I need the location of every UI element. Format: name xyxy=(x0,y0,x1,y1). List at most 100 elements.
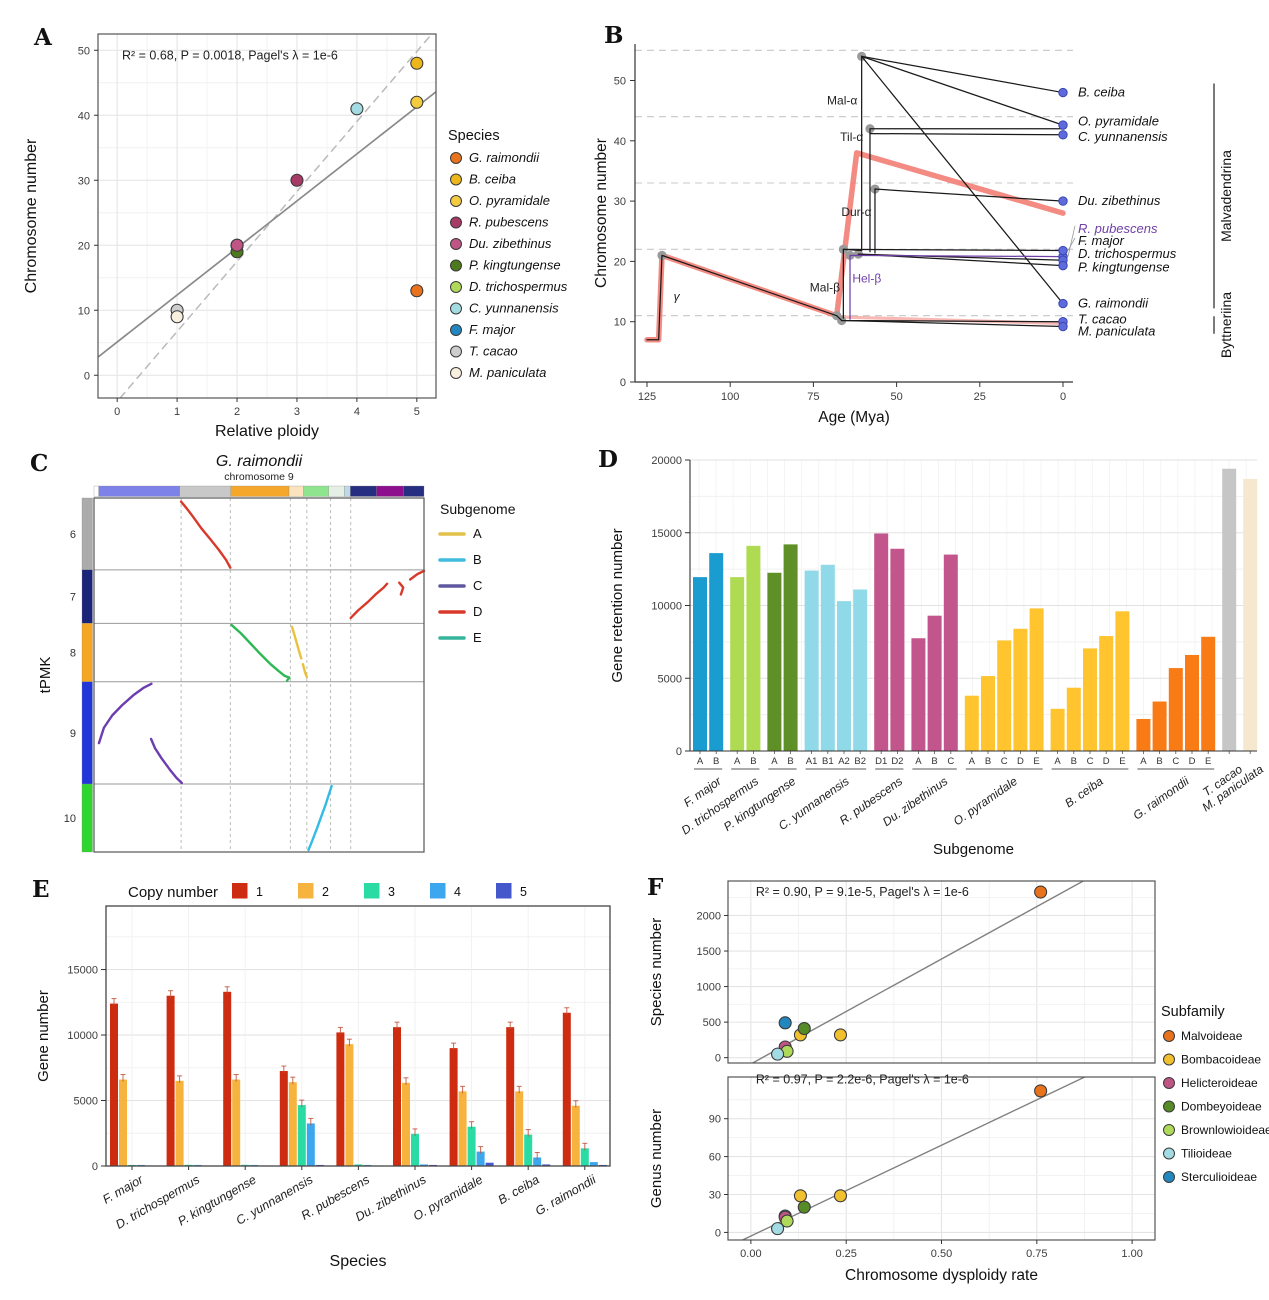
legend-title: Species xyxy=(448,128,500,144)
bar-D. trichospermus-copy2 xyxy=(175,1080,184,1166)
subgenome-letter: D1 xyxy=(875,756,887,767)
subgenome-letter: B xyxy=(931,756,937,767)
legend-swatch-Helicteroideae xyxy=(1163,1077,1175,1089)
bar-D. trichospermus-copy1 xyxy=(166,995,175,1166)
bar-G. raimondii-C xyxy=(1168,668,1183,751)
bar-Du. zibethinus-copy1 xyxy=(393,1027,401,1166)
x-tick-label: 1.00 xyxy=(1121,1248,1142,1260)
bar-C. yunnanensis-copy3 xyxy=(297,1105,306,1166)
bar-Du. zibethinus-B xyxy=(927,615,942,751)
target-chromosome-strip-segment xyxy=(403,485,425,497)
point-Malvoideae xyxy=(1034,1084,1048,1098)
legend-swatch-Du. zibethinus xyxy=(450,238,462,250)
clade-label: Byttneriina xyxy=(1218,292,1234,358)
synteny-curve-D xyxy=(179,500,232,569)
species-label: B. ceiba xyxy=(1062,774,1106,811)
query-chromosome-strip-6 xyxy=(81,497,93,571)
legend-swatch-copy-5 xyxy=(496,883,512,899)
tip-label: G. raimondii xyxy=(1078,296,1149,311)
tip-dot-Du. zibethinus xyxy=(1058,196,1068,206)
x-tick-label: 2 xyxy=(234,406,240,418)
dashed-identity-line xyxy=(119,34,433,398)
bar-G. raimondii-D xyxy=(1185,654,1199,751)
point-O. pyramidale xyxy=(410,95,424,109)
bar-O. pyramidale-E xyxy=(1029,608,1044,751)
panel-b: B. ceiba O. pyramidale C. yunnanensis Du. z… xyxy=(590,12,1269,444)
tip-dot-O. pyramidale xyxy=(1058,120,1068,130)
legend-title: Subfamily xyxy=(1161,1004,1225,1020)
y-tick-label: 5000 xyxy=(658,673,682,685)
clade-label: Malvadendrina xyxy=(1218,150,1234,242)
bar-R. pubescens-copy1 xyxy=(336,1032,345,1166)
legend-swatch-O. pyramidale xyxy=(450,195,462,207)
row-label: 10 xyxy=(64,813,76,825)
bar-Du. zibethinus-copy4 xyxy=(420,1164,428,1166)
query-chromosome-strip-9 xyxy=(81,681,93,785)
tree-branch xyxy=(861,55,1064,94)
panel-f: 0 500 1000 1500 2000 R² = 0.90, P = 9.1e-5, P… xyxy=(633,866,1269,1298)
bar-F. major-copy2 xyxy=(119,1079,127,1166)
tree-branch xyxy=(841,319,1064,328)
subgenome-letter: D2 xyxy=(891,756,903,767)
y-tick-label: 0 xyxy=(620,377,626,389)
bar-Du. zibethinus-copy3 xyxy=(411,1133,419,1166)
event-label-Hel-β: Hel-β xyxy=(852,272,881,286)
y-tick-label: 15000 xyxy=(651,528,682,540)
synteny-curve-B xyxy=(307,784,333,852)
bar-B. ceiba-copy5 xyxy=(542,1164,551,1166)
tip-label: B. ceiba xyxy=(1078,85,1125,100)
bar-G. raimondii-copy1 xyxy=(562,1012,571,1166)
legend-label: B xyxy=(473,552,482,567)
legend-label: Tilioideae xyxy=(1181,1147,1232,1161)
y-tick-label: 15000 xyxy=(67,965,98,977)
y-tick-label: 30 xyxy=(78,175,90,187)
event-label-γ: γ xyxy=(674,290,681,304)
bar-C. yunnanensis-copy2 xyxy=(288,1082,297,1166)
legend-label: 2 xyxy=(322,885,329,899)
point-Bombacoideae xyxy=(833,1028,848,1042)
plot-area xyxy=(94,498,424,852)
bar-Du. zibethinus-C xyxy=(943,554,958,751)
subgenome-letter: B xyxy=(750,756,756,767)
panel-b-label: B xyxy=(604,22,624,49)
bar-F. major-B xyxy=(709,553,724,751)
bar-O. pyramidale-copy3 xyxy=(467,1126,476,1166)
legend-title: Subgenome xyxy=(440,501,516,517)
x-tick-label: 25 xyxy=(974,391,986,403)
point-Brownlowioideae xyxy=(780,1214,794,1228)
tree-branch xyxy=(849,254,1064,320)
regression-line xyxy=(98,90,436,358)
tip-label: Du. zibethinus xyxy=(1078,193,1161,208)
bar-P. kingtungense-B xyxy=(783,544,798,751)
y-tick-label: 0 xyxy=(676,746,682,758)
point-Dombeyoideae xyxy=(797,1021,811,1036)
bar-C. yunnanensis-A1 xyxy=(804,570,819,751)
subgenome-letter: B xyxy=(1071,756,1077,767)
species-label: B. ceiba xyxy=(496,1172,542,1207)
subgenome-letter: C xyxy=(1087,756,1094,767)
point-Bombacoideae xyxy=(833,1189,848,1203)
x-tick-label: 0.75 xyxy=(1026,1248,1047,1260)
subgenome-letter: B xyxy=(787,756,793,767)
plot-border xyxy=(727,880,1156,1064)
plot-border xyxy=(93,497,425,853)
y-axis-title: tPMK xyxy=(37,657,54,694)
subgenome-letter: A xyxy=(969,756,976,767)
bar-P. kingtungense-A xyxy=(767,572,782,751)
x-tick-label: 0.25 xyxy=(835,1248,856,1260)
bar-G. raimondii-copy4 xyxy=(589,1162,598,1166)
y-tick-label: 50 xyxy=(614,76,626,88)
bar-D. trichospermus-A xyxy=(730,577,745,751)
legend-label: F. major xyxy=(469,322,516,337)
point-Malvoideae xyxy=(1034,885,1048,899)
synteny-curve-D xyxy=(408,569,426,581)
legend-label: 3 xyxy=(388,885,395,899)
subgenome-letter: A1 xyxy=(806,756,818,767)
legend-label: D xyxy=(473,604,482,619)
synteny-curve-D xyxy=(349,582,389,620)
target-chromosome-strip-segment xyxy=(230,485,290,497)
y-tick-label: 30 xyxy=(614,196,626,208)
bar-F. major-A xyxy=(693,577,707,751)
subgenome-letter: B xyxy=(713,756,719,767)
panel-e: Copy number 1 2 3 4 5 F. major D. trichospermus… xyxy=(20,866,628,1298)
